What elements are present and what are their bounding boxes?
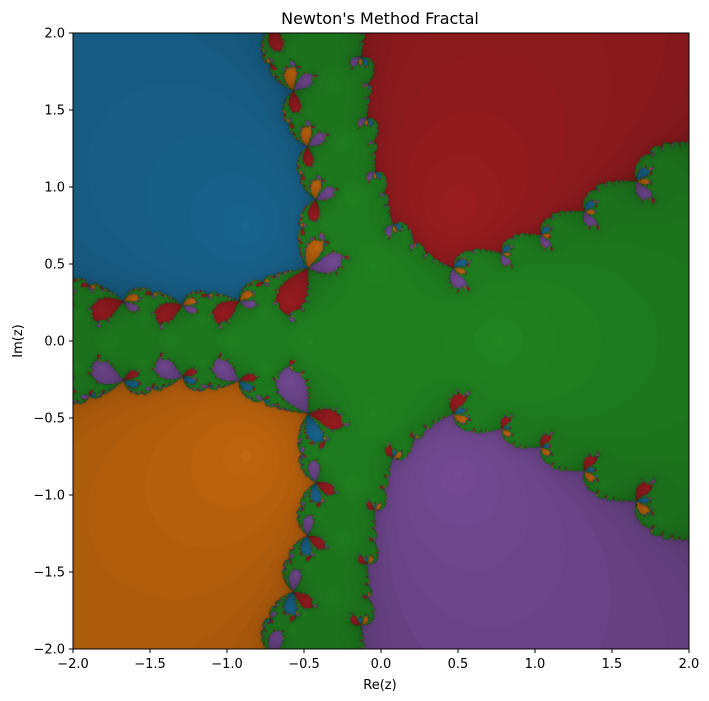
x-tick-label: 0.5	[448, 657, 469, 672]
y-axis-ticks: −2.0 −1.5 −1.0 −0.5 0.0 0.5 1.0 1.5 2.0	[33, 27, 73, 658]
y-tick-label: −1.5	[33, 566, 65, 581]
y-tick-label: 1.5	[44, 104, 65, 119]
x-tick-label: 0.0	[371, 657, 392, 672]
plot-image-holder	[73, 33, 689, 649]
fractal-heatmap	[73, 33, 689, 649]
x-tick-label: −0.5	[288, 657, 320, 672]
y-tick-label: 2.0	[44, 27, 65, 42]
y-tick-label: −2.0	[33, 643, 65, 658]
y-tick-label: 0.0	[44, 335, 65, 350]
x-tick-label: 1.0	[525, 657, 546, 672]
y-axis-label: Im(z)	[11, 324, 26, 357]
x-tick-label: 2.0	[679, 657, 700, 672]
x-tick-label: −2.0	[57, 657, 89, 672]
y-tick-label: −0.5	[33, 412, 65, 427]
y-tick-label: 1.0	[44, 181, 65, 196]
x-tick-label: 1.5	[602, 657, 623, 672]
y-tick-label: −1.0	[33, 489, 65, 504]
y-tick-label: 0.5	[44, 258, 65, 273]
chart-title: Newton's Method Fractal	[281, 9, 479, 28]
x-tick-label: −1.0	[211, 657, 243, 672]
x-tick-label: −1.5	[134, 657, 166, 672]
x-axis-label: Re(z)	[363, 678, 396, 693]
x-axis-ticks: −2.0 −1.5 −1.0 −0.5 0.0 0.5 1.0 1.5 2.0	[57, 649, 699, 672]
